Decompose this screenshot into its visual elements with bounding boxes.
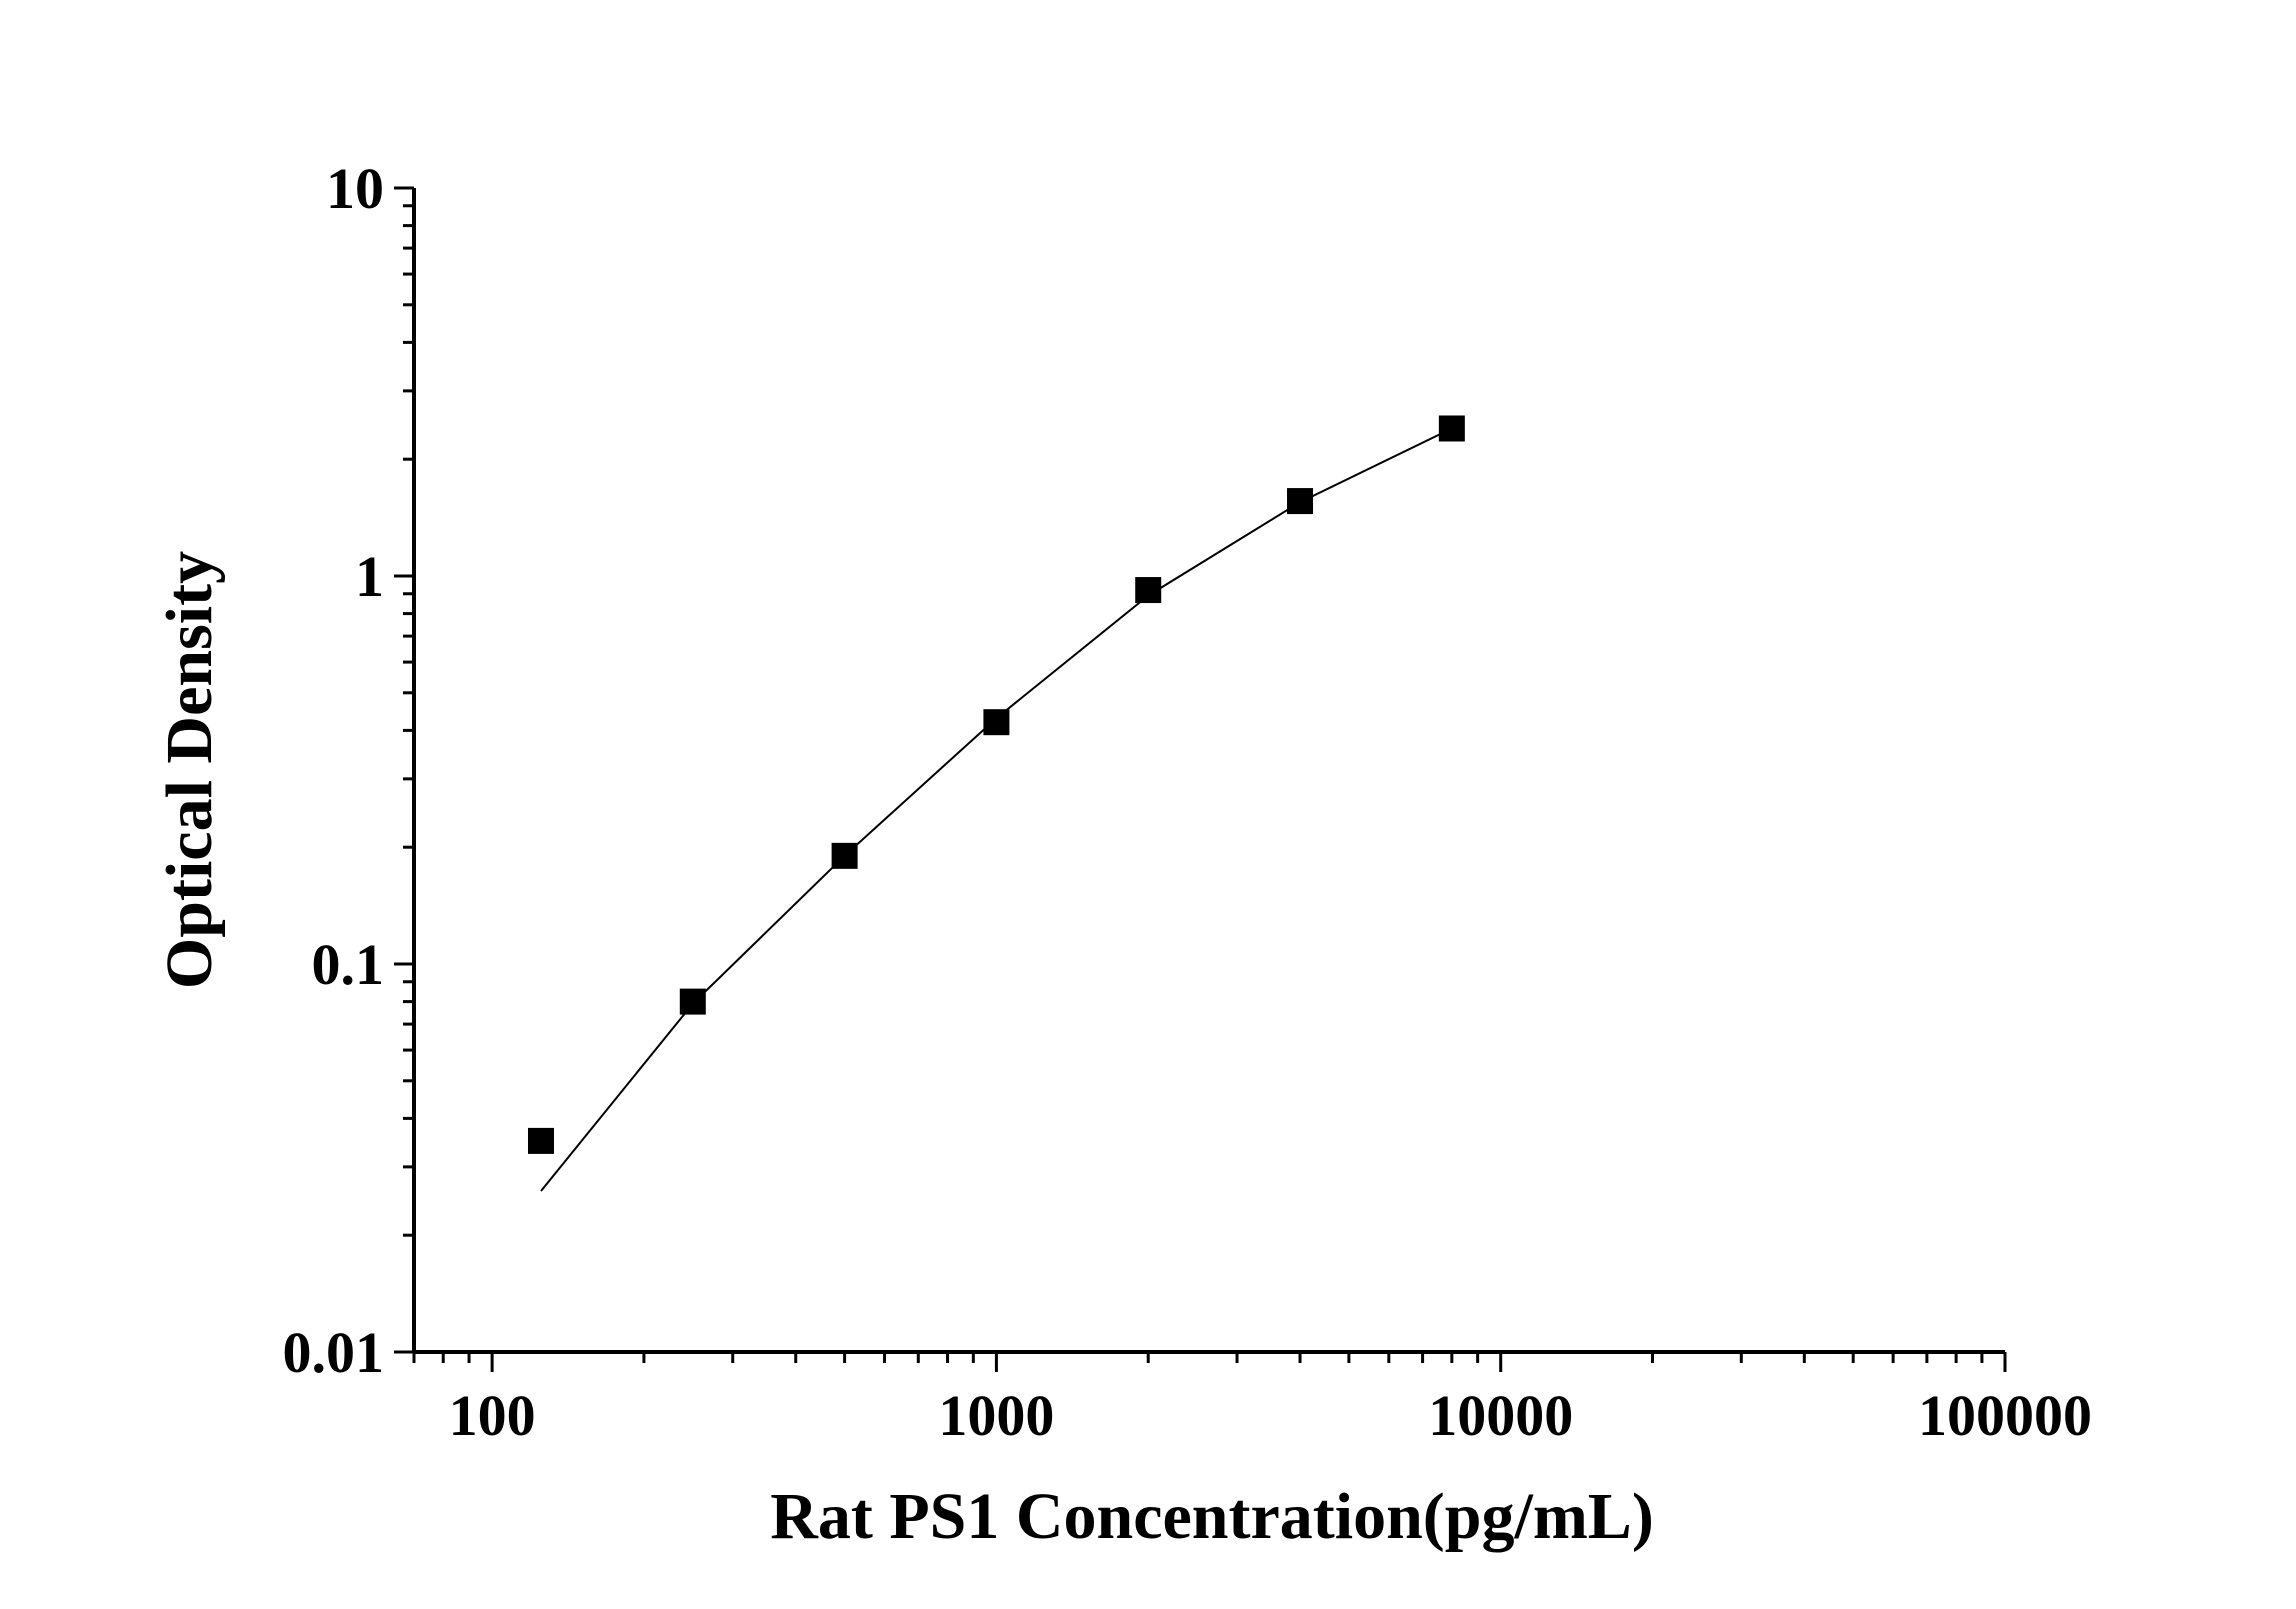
data-point xyxy=(679,988,706,1015)
x-tick-label: 100 xyxy=(449,1383,536,1448)
data-point xyxy=(1135,577,1162,604)
axes xyxy=(412,188,2005,1354)
data-point xyxy=(527,1127,554,1154)
data-point xyxy=(983,709,1010,736)
y-tick-label: 1 xyxy=(355,544,384,609)
x-tick-label: 10000 xyxy=(1428,1383,1573,1448)
ticks xyxy=(394,186,2007,1372)
y-tick-label: 0.01 xyxy=(283,1320,385,1385)
y-axis-title: Optical Density xyxy=(153,551,226,989)
y-tick-label: 10 xyxy=(326,156,384,221)
fit-curve-group xyxy=(540,427,1453,1192)
data-point xyxy=(831,842,858,869)
x-tick-label: 100000 xyxy=(1918,1383,2092,1448)
y-tick-label: 0.1 xyxy=(312,932,385,997)
fit-curve-line xyxy=(540,427,1453,1192)
x-axis-title: Rat PS1 Concentration(pg/mL) xyxy=(770,1480,1654,1553)
tick-labels: 100 1000 10000 100000 0.01 0.1 1 10 xyxy=(283,156,2093,1448)
data-points xyxy=(527,415,1465,1154)
data-point xyxy=(1438,415,1465,442)
data-point xyxy=(1287,488,1314,515)
x-tick-label: 1000 xyxy=(938,1383,1054,1448)
